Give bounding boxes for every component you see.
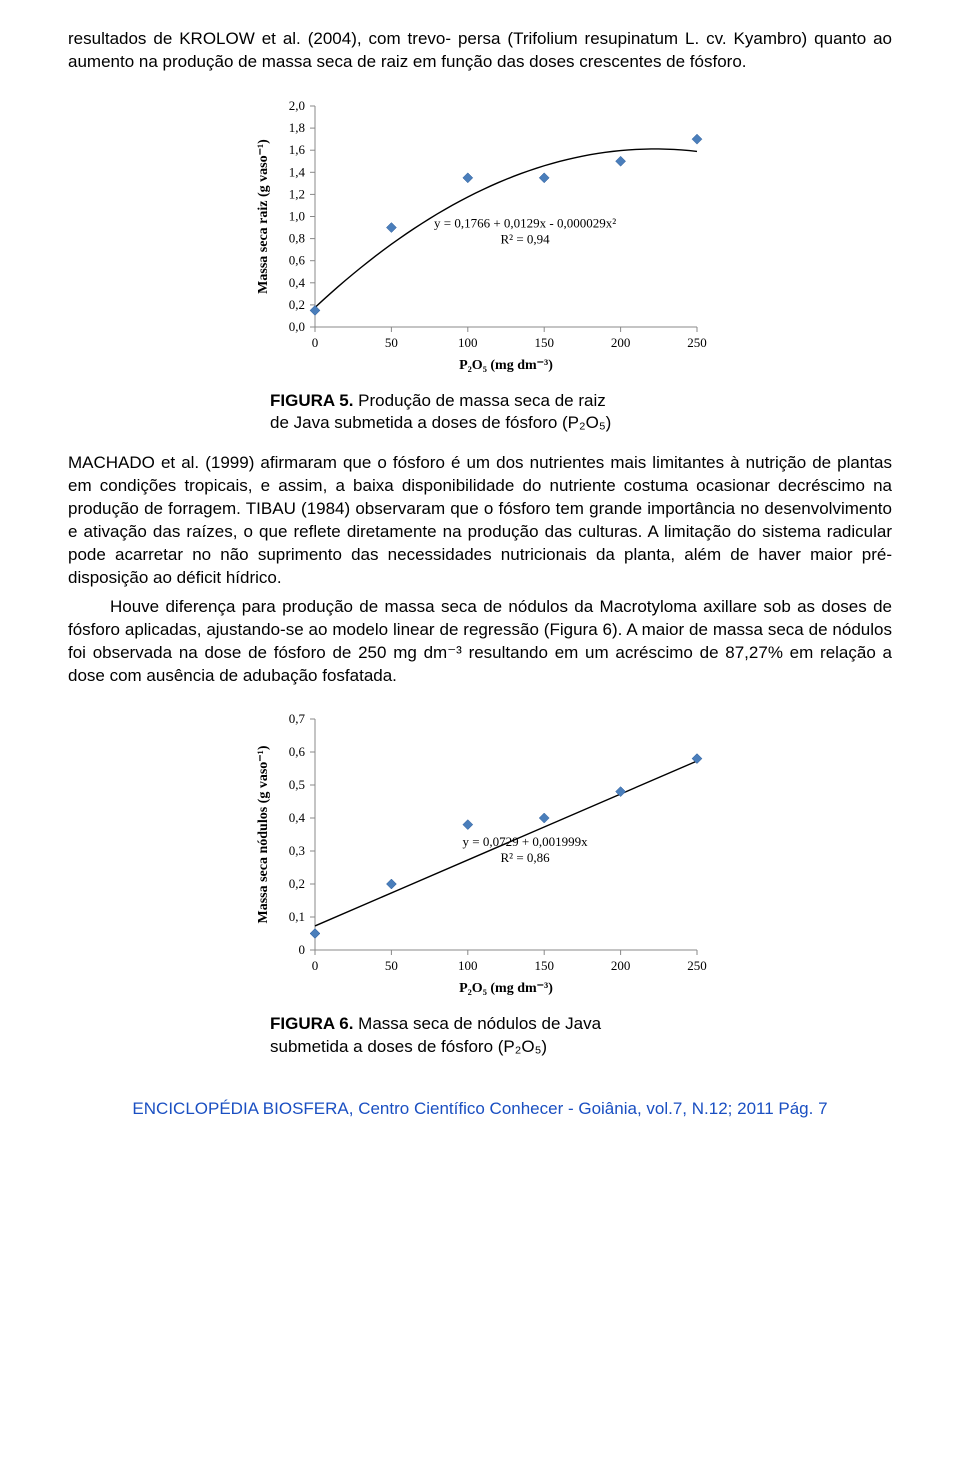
- svg-text:1,8: 1,8: [289, 120, 305, 135]
- footer-text: ENCICLOPÉDIA BIOSFERA, Centro Científico…: [132, 1099, 813, 1118]
- svg-text:100: 100: [458, 335, 478, 350]
- svg-text:Massa seca nódulos (g vaso⁻¹): Massa seca nódulos (g vaso⁻¹): [256, 746, 271, 924]
- paragraph-houve: Houve diferença para produção de massa s…: [68, 596, 892, 688]
- fig5-cap-a: Produção de massa seca de raiz: [358, 391, 606, 410]
- svg-text:0: 0: [312, 958, 319, 973]
- svg-text:0,3: 0,3: [289, 843, 305, 858]
- page-footer: ENCICLOPÉDIA BIOSFERA, Centro Científico…: [68, 1098, 892, 1121]
- svg-text:0,2: 0,2: [289, 876, 305, 891]
- svg-text:0,4: 0,4: [289, 810, 306, 825]
- svg-text:P₂O₅ (mg dm⁻³): P₂O₅ (mg dm⁻³): [459, 358, 553, 373]
- svg-text:250: 250: [687, 958, 707, 973]
- svg-text:0,1: 0,1: [289, 909, 305, 924]
- figure-5-caption: FIGURA 5. Produção de massa seca de raiz…: [270, 390, 690, 434]
- svg-text:R² = 0,94: R² = 0,94: [501, 231, 551, 246]
- svg-text:0,0: 0,0: [289, 319, 305, 334]
- svg-text:0,2: 0,2: [289, 297, 305, 312]
- paragraph-machado: MACHADO et al. (1999) afirmaram que o fó…: [68, 452, 892, 590]
- svg-text:R² = 0,86: R² = 0,86: [501, 850, 551, 865]
- svg-text:P₂O₅ (mg dm⁻³): P₂O₅ (mg dm⁻³): [459, 981, 553, 996]
- figure-6-caption: FIGURA 6. Massa seca de nódulos de Java …: [270, 1013, 690, 1057]
- svg-text:1,0: 1,0: [289, 208, 305, 223]
- fig5-cap-b: de Java submetida a doses de fósforo (P₂…: [270, 413, 611, 432]
- svg-text:0,8: 0,8: [289, 230, 305, 245]
- fig6-label: FIGURA 6.: [270, 1014, 353, 1033]
- fig5-label: FIGURA 5.: [270, 391, 353, 410]
- svg-text:250: 250: [687, 335, 707, 350]
- fig6-cap-a: Massa seca de nódulos de Java: [358, 1014, 601, 1033]
- footer-page-number: 7: [818, 1099, 827, 1118]
- svg-text:y = 0,1766 + 0,0129x - 0,00002: y = 0,1766 + 0,0129x - 0,000029x²: [434, 215, 616, 230]
- paragraph-intro: resultados de KROLOW et al. (2004), com …: [68, 28, 892, 74]
- svg-text:0: 0: [299, 942, 306, 957]
- svg-text:50: 50: [385, 335, 398, 350]
- svg-text:y = 0,0729 + 0,001999x: y = 0,0729 + 0,001999x: [463, 834, 589, 849]
- figure-5: 0 50 100 150 200 250 0,0 0,2 0,4 0,6 0,8 1,0 1,2 1,4 1…: [68, 92, 892, 382]
- svg-text:0,6: 0,6: [289, 253, 306, 268]
- svg-text:200: 200: [611, 335, 631, 350]
- svg-text:200: 200: [611, 958, 631, 973]
- svg-text:2,0: 2,0: [289, 98, 305, 113]
- svg-text:150: 150: [534, 335, 554, 350]
- svg-text:0,6: 0,6: [289, 744, 306, 759]
- fig6-cap-b: submetida a doses de fósforo (P₂O₅): [270, 1037, 547, 1056]
- svg-text:1,2: 1,2: [289, 186, 305, 201]
- figure-6: 0 50 100 150 200 250 0 0,1 0,2 0,3 0,4 0,5 0,6 0,7 Mas…: [68, 705, 892, 1005]
- svg-text:50: 50: [385, 958, 398, 973]
- svg-text:0,5: 0,5: [289, 777, 305, 792]
- svg-text:0,4: 0,4: [289, 275, 306, 290]
- svg-text:0: 0: [312, 335, 319, 350]
- svg-text:1,6: 1,6: [289, 142, 306, 157]
- svg-text:Massa seca raiz (g vaso⁻¹): Massa seca raiz (g vaso⁻¹): [256, 139, 271, 294]
- svg-text:0,7: 0,7: [289, 711, 306, 726]
- svg-text:100: 100: [458, 958, 478, 973]
- svg-text:150: 150: [534, 958, 554, 973]
- svg-text:1,4: 1,4: [289, 164, 306, 179]
